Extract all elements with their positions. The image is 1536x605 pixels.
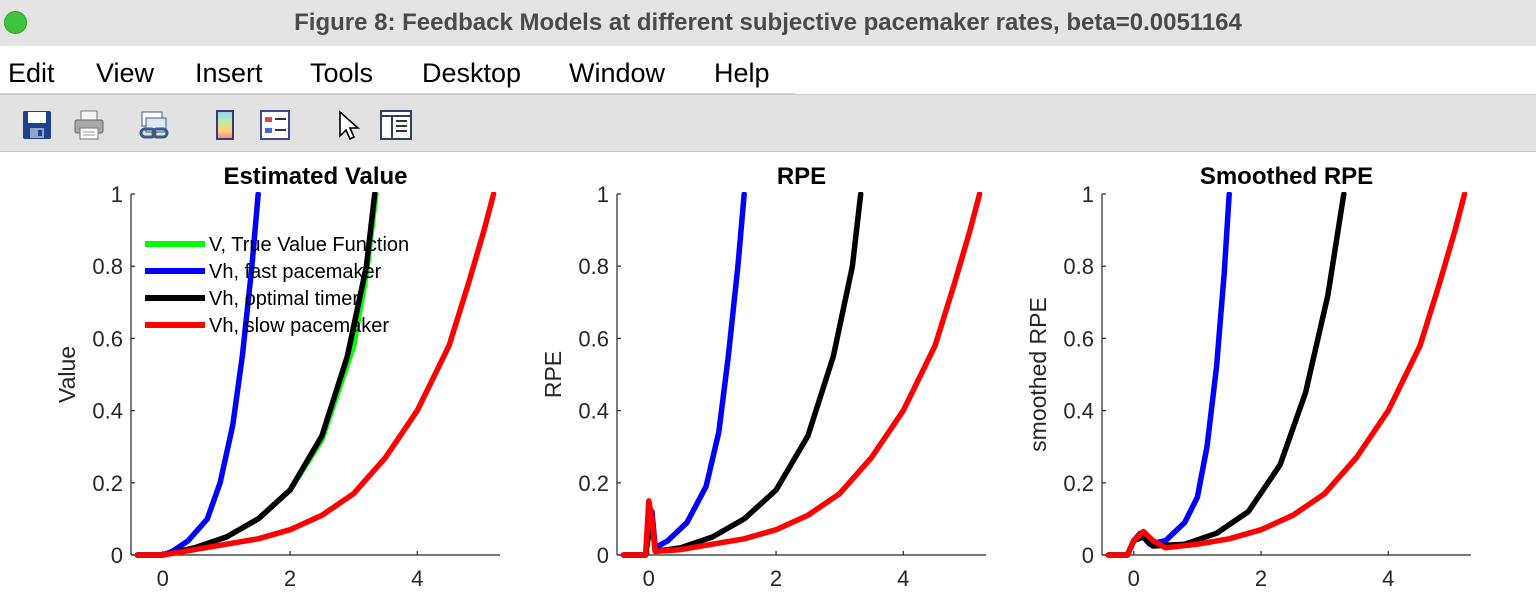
legend-entry: Vh, slow pacemaker [209,315,389,337]
y-tick-label: 0.4 [578,399,609,424]
y-axis-label: RPE [540,351,566,398]
x-tick-label: 2 [1255,566,1267,591]
y-tick-label: 0.4 [1063,399,1094,424]
y-tick-label: 0.2 [578,471,609,496]
window-title: Figure 8: Feedback Models at different s… [294,9,1242,36]
y-tick-label: 0.2 [92,471,123,496]
y-axis-label: smoothed RPE [1025,297,1051,452]
chart-legend: V, True Value Function Vh, fast pacemaker… [145,234,409,337]
figure-canvas: Estimated Value Value 0 0.2 0.4 0.6 0.8 1 0 2 4 V, … [0,152,1536,600]
chart-title: Estimated Value [223,163,407,190]
x-tick-label: 0 [643,566,655,591]
x-tick-label: 4 [411,566,423,591]
y-tick-label: 0 [597,543,609,568]
figure-svg: Estimated Value Value 0 0.2 0.4 0.6 0.8 1 0 2 4 V, … [54,163,1471,591]
x-tick-label: 2 [284,566,296,591]
series-line [1105,192,1232,558]
series-line [1105,192,1468,558]
link-icon[interactable] [138,109,170,141]
x-tick-label: 0 [1128,566,1140,591]
save-icon[interactable] [21,109,53,141]
legend-entry: V, True Value Function [209,234,409,256]
x-tick-label: 0 [157,566,169,591]
y-tick-label: 0.2 [1063,471,1094,496]
window-maximize-button[interactable] [4,11,27,34]
y-tick-label: 0 [1082,543,1094,568]
y-tick-label: 0.4 [92,399,123,424]
legend-entry: Vh, fast pacemaker [209,261,382,283]
series-line [134,192,497,558]
y-tick-label: 1 [1082,182,1094,207]
chart-title: Smoothed RPE [1200,163,1373,190]
toolbar [0,94,1536,152]
chart-title: RPE [777,163,826,190]
menu-help[interactable]: Help [714,58,770,88]
menu-desktop[interactable]: Desktop [422,58,522,88]
colorbar-icon[interactable] [209,109,241,141]
y-tick-label: 0.6 [1063,326,1094,351]
chart-panel-1: Estimated Value Value 0 0.2 0.4 0.6 0.8 1 0 2 4 V, … [54,163,500,591]
y-tick-label: 0.8 [1063,254,1094,279]
menu-divider [0,93,795,94]
menu-window[interactable]: Window [569,58,666,88]
window-titlebar: Figure 8: Feedback Models at different s… [0,0,1536,46]
menu-edit[interactable]: Edit [8,58,55,88]
menu-insert[interactable]: Insert [195,58,263,88]
y-tick-label: 0.8 [92,254,123,279]
menu-tools[interactable]: Tools [310,58,374,88]
chart-panel-3: Smoothed RPE smoothed RPE 0 0.2 0.4 0.6 0.8 1 0 2… [1025,163,1471,591]
menu-bar: Edit View Insert Tools Desktop Window He… [0,46,1536,94]
x-tick-label: 4 [1382,566,1394,591]
legend-entry: Vh, optimal timer [209,288,359,310]
y-tick-label: 0.6 [578,326,609,351]
x-tick-label: 4 [897,566,909,591]
y-tick-label: 0.8 [578,254,609,279]
y-axis-label: Value [54,346,80,403]
y-tick-label: 0.6 [92,326,123,351]
property-editor-icon[interactable] [380,109,412,141]
legend-icon[interactable] [259,109,291,141]
y-tick-label: 0 [111,543,123,568]
series-line [620,192,747,558]
menu-view[interactable]: View [96,58,155,88]
pointer-icon[interactable] [333,109,365,141]
print-icon[interactable] [73,109,105,141]
chart-panel-2: RPE RPE 0 0.2 0.4 0.6 0.8 1 0 2 4 [540,163,986,591]
y-tick-label: 1 [111,182,123,207]
x-tick-label: 2 [770,566,782,591]
series-line [620,192,983,558]
y-tick-label: 1 [597,182,609,207]
